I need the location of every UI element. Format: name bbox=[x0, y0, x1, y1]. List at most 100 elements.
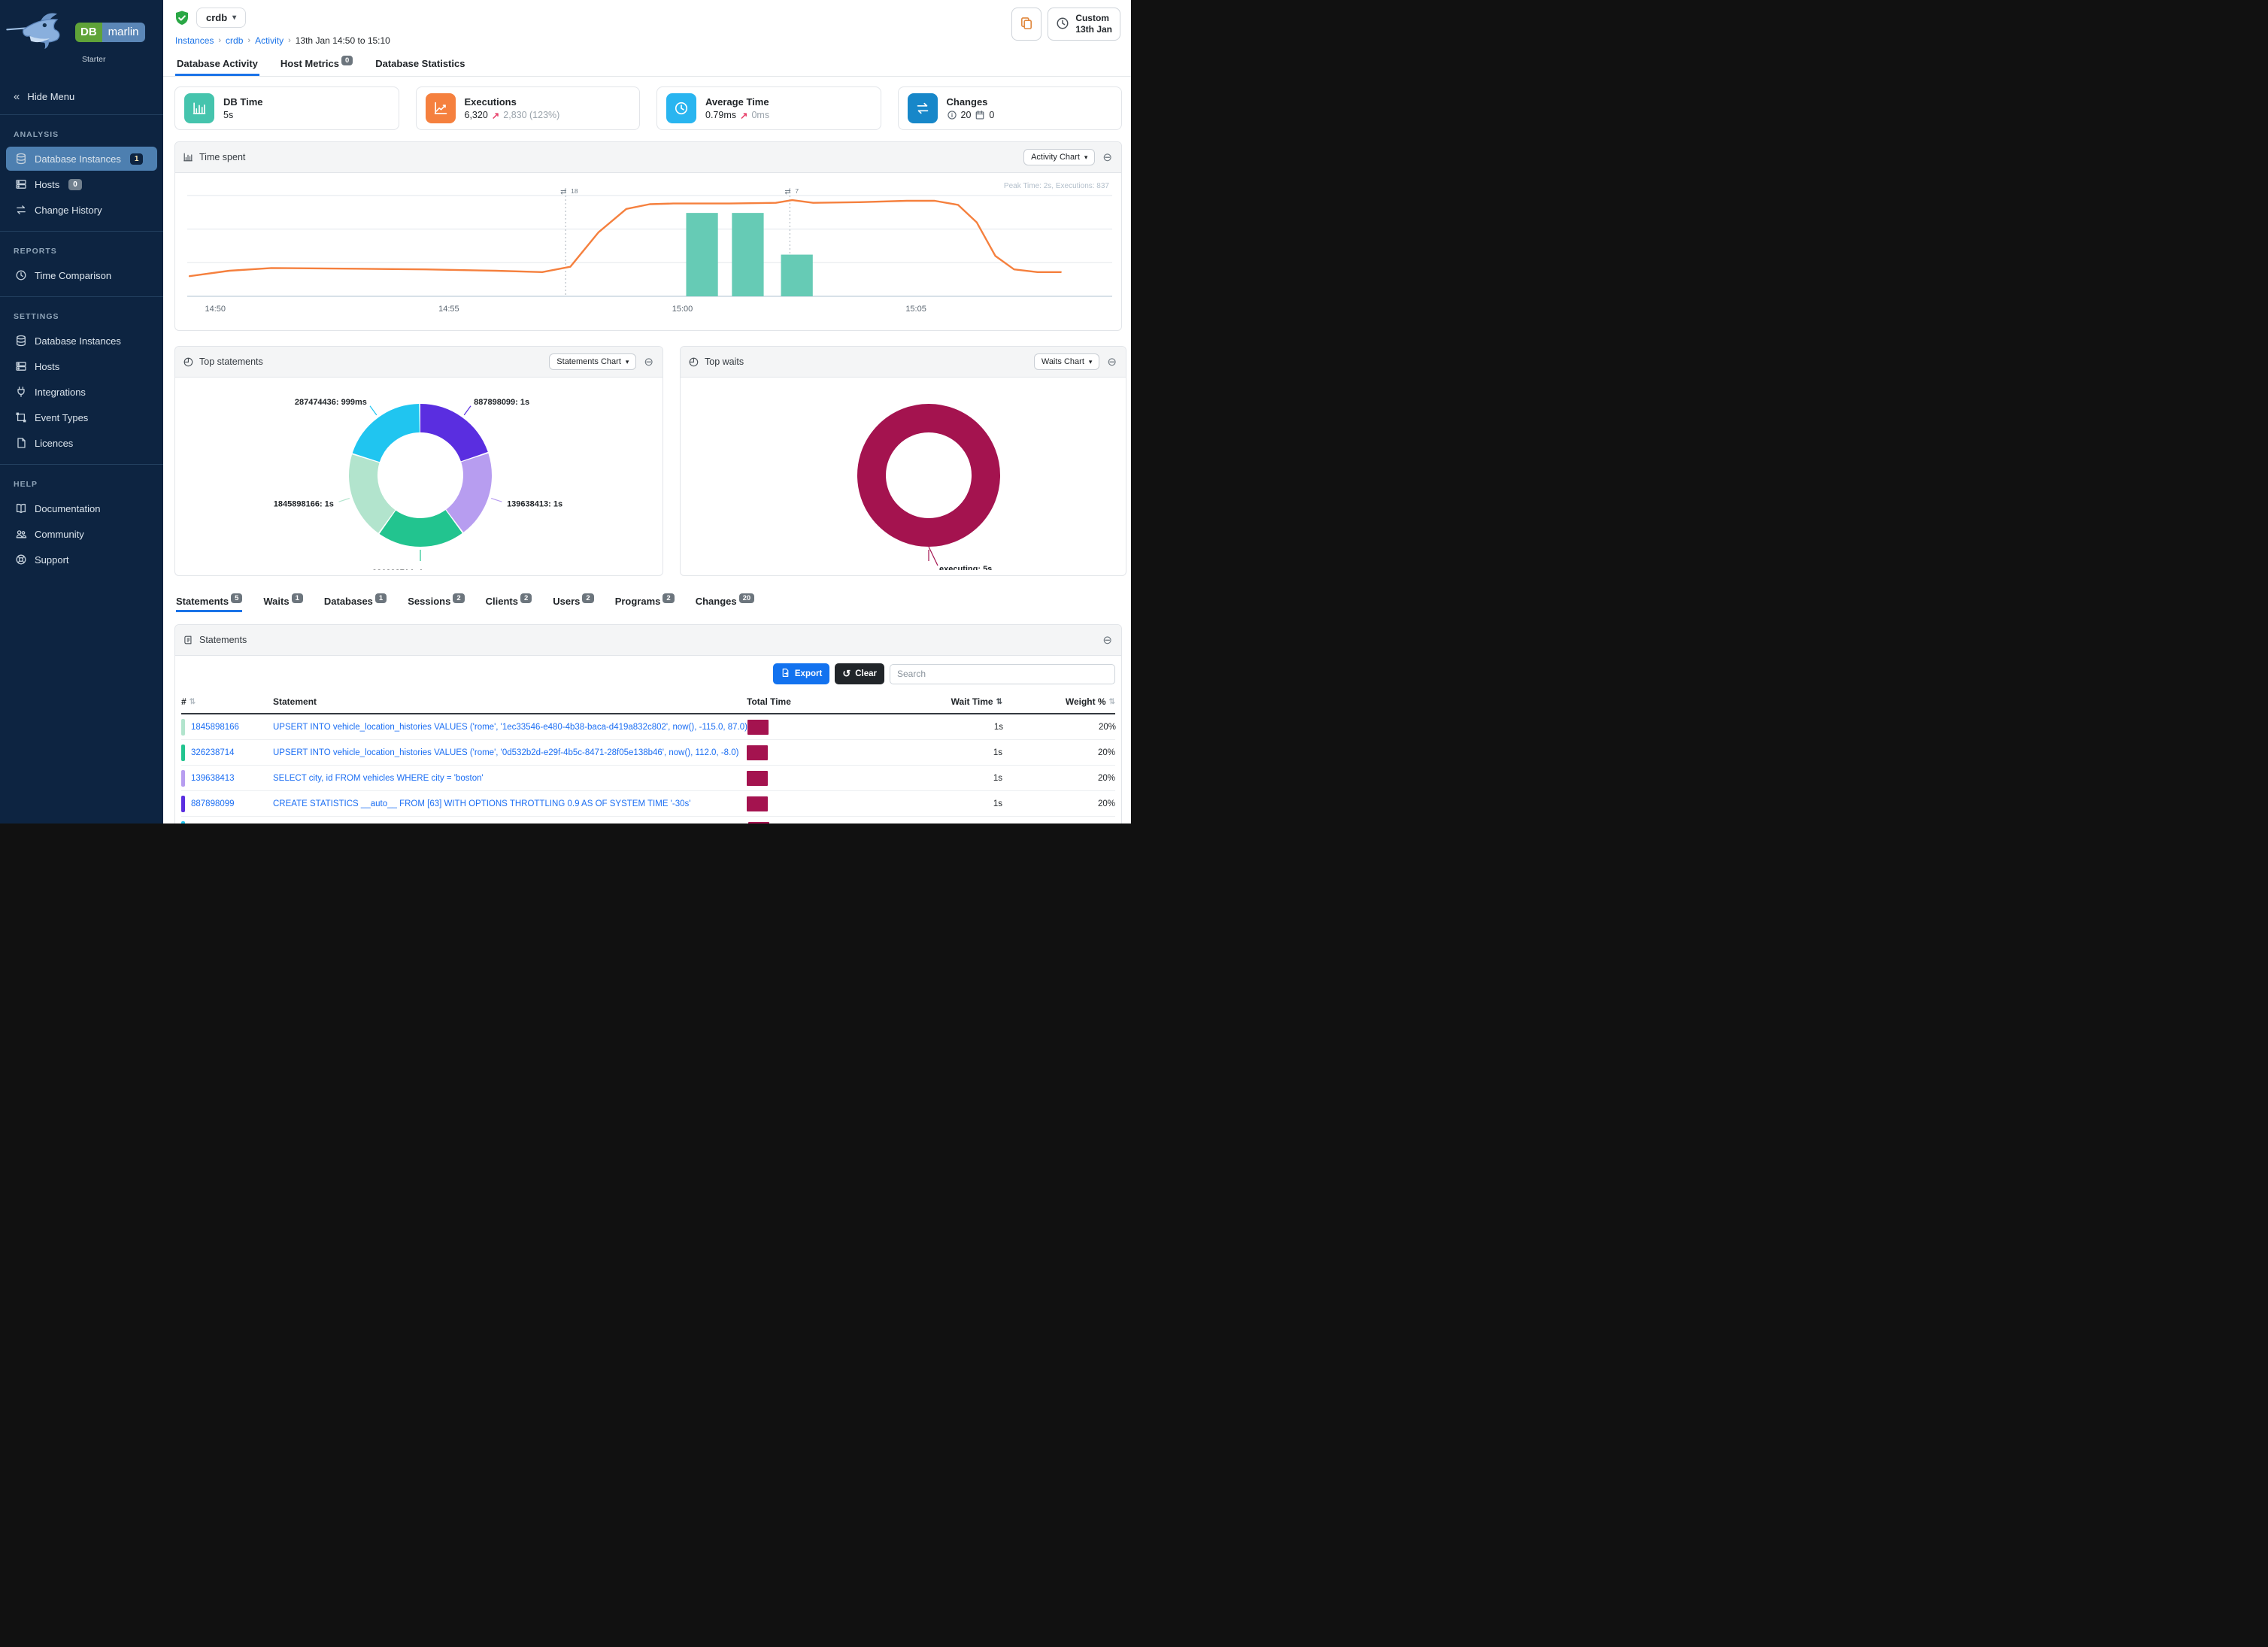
detail-tab-badge: 2 bbox=[453, 593, 465, 603]
sidebar-item-integrations[interactable]: Integrations bbox=[6, 380, 157, 404]
sidebar-item-database-instances[interactable]: Database Instances 1 bbox=[6, 147, 157, 171]
breadcrumb-crdb[interactable]: crdb bbox=[226, 35, 244, 46]
time-spent-chart: ⇄ 18 ⇄ 7 14:50 14:55 15:00 15:05 Peak Time: 2s, … bbox=[175, 173, 1121, 330]
collapse-time-spent-icon[interactable]: ⊖ bbox=[1102, 150, 1112, 164]
sidebar-item-licences[interactable]: Licences bbox=[6, 431, 157, 455]
calendar-count: 0 bbox=[989, 110, 995, 120]
top-waits-svg: executing: 5s bbox=[857, 404, 1000, 574]
sidebar-item-community[interactable]: Community bbox=[6, 522, 157, 546]
change-history-icon bbox=[15, 204, 27, 216]
column-header-total-time[interactable]: Total Time bbox=[747, 696, 860, 707]
statement-id-cell: 326238714 bbox=[181, 744, 273, 761]
sidebar-item-change-history[interactable]: Change History bbox=[6, 198, 157, 222]
copy-link-button[interactable] bbox=[1011, 8, 1042, 41]
collapse-top-waits-icon[interactable]: ⊖ bbox=[1107, 355, 1117, 369]
sidebar-item-label: Database Instances bbox=[35, 153, 121, 165]
statement-id-link[interactable]: 887898099 bbox=[191, 799, 235, 808]
table-header-row: # ⇅ Statement Total Time Wait Time ⇅ Weight % ⇅ bbox=[181, 690, 1115, 714]
time-range-button[interactable]: Custom 13th Jan bbox=[1048, 8, 1120, 41]
column-header-weight[interactable]: Weight % ⇅ bbox=[1002, 696, 1115, 707]
column-header-wait-time[interactable]: Wait Time ⇅ bbox=[860, 696, 1002, 707]
clear-button[interactable]: ↺ Clear bbox=[835, 663, 884, 684]
waits-chart-dropdown[interactable]: Waits Chart ▾ bbox=[1033, 353, 1100, 370]
weight-cell: 20% bbox=[1097, 799, 1115, 808]
breadcrumb-separator: › bbox=[247, 36, 251, 45]
activity-chart-dropdown[interactable]: Activity Chart ▾ bbox=[1023, 149, 1096, 165]
column-header-statement[interactable]: Statement bbox=[273, 696, 747, 707]
sidebar-item-documentation[interactable]: Documentation bbox=[6, 496, 157, 520]
detail-tab-databases[interactable]: Databases 1 bbox=[324, 593, 387, 612]
kpi-value: 6,320 ↗ 2,830 (123%) bbox=[465, 110, 560, 121]
kpi-card-executions: Executions 6,320 ↗ 2,830 (123%) bbox=[415, 86, 640, 130]
export-button[interactable]: Export bbox=[772, 663, 830, 684]
detail-tab-label: Waits bbox=[263, 596, 290, 607]
statement-id-link[interactable]: 1845898166 bbox=[191, 722, 239, 732]
weight-cell: 20% bbox=[1097, 773, 1115, 783]
donut-slice[interactable] bbox=[349, 404, 492, 547]
collapse-statements-icon[interactable]: ⊖ bbox=[1102, 633, 1112, 647]
chart-note: Peak Time: 2s, Executions: 837 bbox=[1004, 182, 1110, 190]
detail-tab-changes[interactable]: Changes 20 bbox=[696, 593, 755, 612]
statement-id-link[interactable]: 139638413 bbox=[191, 773, 235, 783]
brand-badge: DB marlin bbox=[75, 22, 145, 42]
sidebar-item-time-comparison[interactable]: Time Comparison bbox=[6, 263, 157, 287]
statement-link[interactable]: SELECT city, id FROM vehicles WHERE city… bbox=[273, 773, 484, 783]
collapse-top-statements-icon[interactable]: ⊖ bbox=[644, 355, 653, 369]
donut-slice[interactable] bbox=[857, 404, 1000, 547]
total-time-cell bbox=[747, 719, 860, 735]
tab-label: Database Activity bbox=[177, 58, 258, 69]
statement-id-link[interactable]: 326238714 bbox=[191, 748, 235, 757]
tab-label: Database Statistics bbox=[375, 58, 465, 69]
tab-host-metrics[interactable]: Host Metrics 0 bbox=[279, 53, 354, 76]
wait-time-cell: 1s bbox=[993, 748, 1002, 757]
search-input[interactable] bbox=[890, 663, 1115, 684]
hide-menu-button[interactable]: « Hide Menu bbox=[0, 78, 163, 115]
topbar: crdb ▾ Instances › crdb › Activity › 13th Jan … bbox=[163, 0, 1131, 46]
kpi-delta: 0ms bbox=[751, 110, 770, 120]
column-header-label: Wait Time bbox=[951, 696, 993, 707]
tab-database-statistics[interactable]: Database Statistics bbox=[374, 53, 466, 76]
detail-tab-clients[interactable]: Clients 2 bbox=[486, 593, 532, 612]
instance-selector[interactable]: crdb ▾ bbox=[196, 8, 247, 28]
kpi-body: DB Time 5s bbox=[223, 96, 263, 120]
column-header-[interactable]: # ⇅ bbox=[181, 696, 273, 707]
sidebar-item-hosts[interactable]: Hosts bbox=[6, 354, 157, 378]
caret-down-icon: ▾ bbox=[1088, 357, 1093, 365]
breadcrumb-instances[interactable]: Instances bbox=[175, 35, 214, 46]
tab-database-activity[interactable]: Database Activity bbox=[175, 53, 259, 76]
sidebar-item-label: Support bbox=[35, 554, 69, 566]
sort-icon[interactable]: ⇅ bbox=[996, 697, 1002, 706]
statement-link[interactable]: UPSERT INTO vehicle_location_histories V… bbox=[273, 722, 747, 732]
detail-tab-programs[interactable]: Programs 2 bbox=[615, 593, 675, 612]
kpi-main-value: 5s bbox=[223, 110, 234, 120]
statements-chart-dropdown[interactable]: Statements Chart ▾ bbox=[549, 353, 637, 370]
breadcrumb-13th-jan-14-50-to-15-10: 13th Jan 14:50 to 15:10 bbox=[295, 35, 390, 46]
kpi-body: Executions 6,320 ↗ 2,830 (123%) bbox=[465, 96, 560, 121]
sort-icon[interactable]: ⇅ bbox=[1108, 697, 1115, 706]
kpi-title: DB Time bbox=[223, 96, 263, 108]
detail-tab-sessions[interactable]: Sessions 2 bbox=[408, 593, 465, 612]
detail-tab-users[interactable]: Users 2 bbox=[553, 593, 594, 612]
database-icon bbox=[15, 335, 27, 347]
donut-slice[interactable] bbox=[349, 404, 492, 547]
time-spent-panel: Time spent Activity Chart ▾ ⊖ ⇄ 18 ⇄ 7 14:50… bbox=[174, 141, 1122, 331]
kpi-delta: 2,830 (123%) bbox=[503, 110, 560, 120]
sidebar-item-event-types[interactable]: Event Types bbox=[6, 405, 157, 429]
statement-color-tick bbox=[181, 795, 185, 812]
x-axis-tick: 15:05 bbox=[905, 305, 926, 314]
detail-tab-waits[interactable]: Waits 1 bbox=[263, 593, 303, 612]
sidebar-item-label: Database Instances bbox=[35, 335, 121, 347]
sidebar-item-database-instances[interactable]: Database Instances bbox=[6, 329, 157, 353]
statement-color-tick bbox=[181, 769, 185, 787]
donut-slice[interactable] bbox=[349, 404, 492, 547]
scroll-icon bbox=[183, 635, 193, 645]
donut-slice[interactable] bbox=[349, 404, 492, 547]
statement-link[interactable]: UPSERT INTO vehicle_location_histories V… bbox=[273, 748, 739, 757]
sort-icon[interactable]: ⇅ bbox=[189, 697, 196, 706]
breadcrumb-activity[interactable]: Activity bbox=[255, 35, 284, 46]
statement-link[interactable]: CREATE STATISTICS __auto__ FROM [63] WIT… bbox=[273, 799, 691, 808]
sidebar-group-title: ANALYSIS bbox=[14, 130, 59, 139]
sidebar-item-support[interactable]: Support bbox=[6, 547, 157, 572]
detail-tab-statements[interactable]: Statements 5 bbox=[176, 593, 243, 612]
sidebar-item-hosts[interactable]: Hosts 0 bbox=[6, 172, 157, 196]
